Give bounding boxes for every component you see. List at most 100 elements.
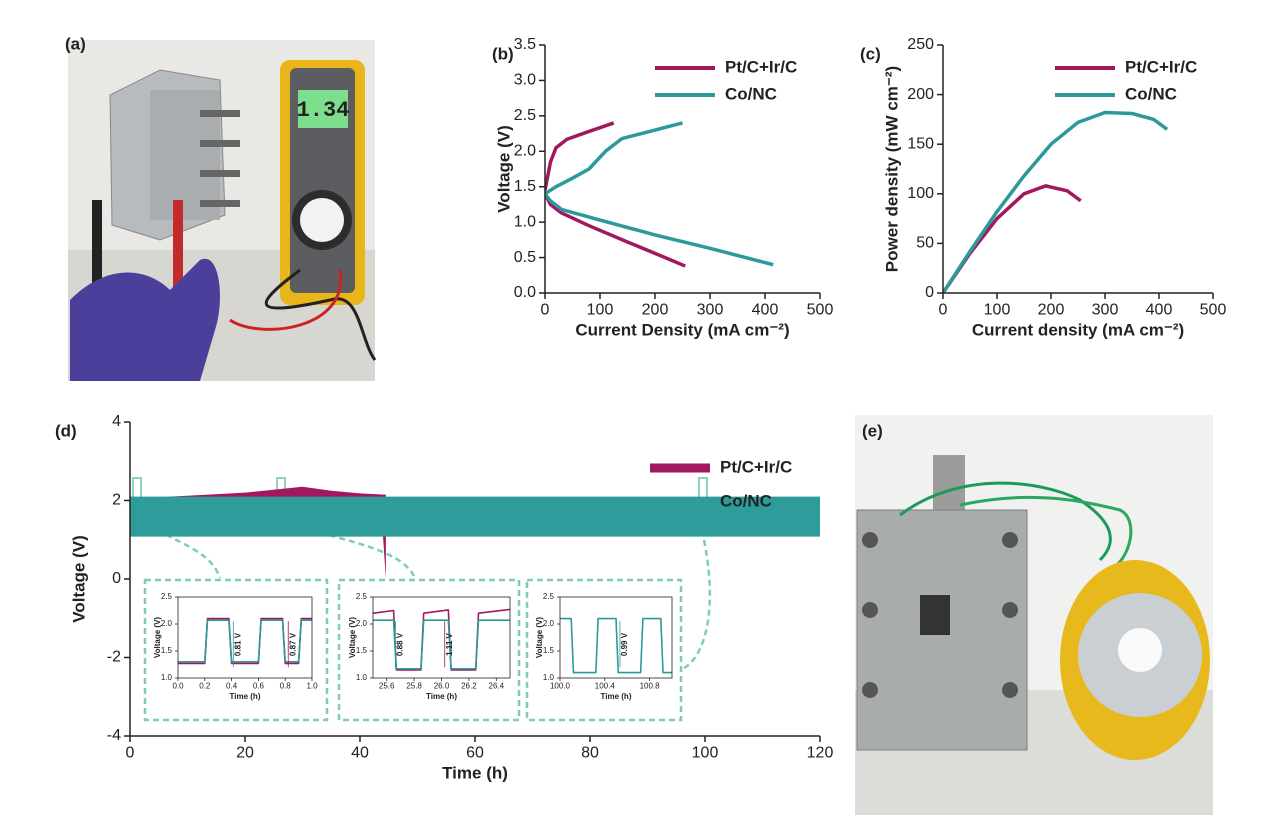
y-tick-label: 1.5 (514, 178, 536, 195)
x-tick-label: 0 (939, 301, 948, 318)
x-tick-label: 120 (807, 744, 834, 761)
x-tick-label: 0.0 (172, 682, 184, 691)
x-tick-label: 25.8 (406, 682, 422, 691)
y-tick-label: 1.5 (356, 646, 368, 655)
x-tick-label: 25.6 (379, 682, 395, 691)
photo-a: 1.34 (68, 40, 377, 381)
y-tick-label: -2 (107, 649, 121, 666)
x-tick-label: 300 (697, 301, 724, 318)
x-tick-label: 40 (351, 744, 369, 761)
series-line (545, 121, 686, 268)
legend-label: Co/NC (720, 491, 772, 510)
chart: 0 100 200 300 400 500 0.0 0.5 1.0 1.5 2.0 2.5 3.0 3.5… (494, 36, 833, 339)
y-tick-label: 3.5 (514, 36, 536, 53)
panel-label: (b) (492, 44, 514, 63)
annotation: 0.87 V (288, 632, 297, 656)
panel-label: (e) (862, 421, 883, 440)
y-axis-label: Voltage (V) (348, 617, 357, 659)
x-tick-label: 60 (466, 744, 484, 761)
series-line (560, 617, 672, 674)
chart: 100.0 100.4 100.8 1.0 1.5 2.0 2.5 Time (h) Volta… (535, 592, 673, 701)
x-tick-label: 400 (1146, 301, 1173, 318)
y-axis-label: Power density (mW cm⁻²) (882, 66, 901, 272)
chart: 0.0 0.2 0.4 0.6 0.8 1.0 1.0 1.5 2.0 2.5 Time (h) Vo… (153, 592, 318, 701)
y-tick-label: 1.0 (356, 673, 368, 682)
x-tick-label: 0.8 (280, 682, 292, 691)
y-tick-label: 3.0 (514, 72, 536, 89)
x-axis-label: Current Density (mA cm⁻²) (575, 320, 789, 339)
annotation: 0.99 V (620, 632, 629, 656)
x-tick-label: 26.0 (434, 682, 450, 691)
plot-area (943, 110, 1169, 293)
axes-box (559, 596, 673, 679)
x-axis-label: Time (h) (426, 692, 457, 701)
y-tick-label: 2.0 (356, 619, 368, 628)
legend-label: Co/NC (725, 84, 777, 103)
x-tick-label: 100 (984, 301, 1011, 318)
series-line (943, 184, 1082, 293)
x-tick-label: 20 (236, 744, 254, 761)
y-tick-label: 2.5 (543, 592, 555, 601)
series-line (178, 619, 312, 663)
y-axis-label: Voltage (V) (69, 535, 88, 623)
x-tick-label: 80 (581, 744, 599, 761)
y-tick-label: 2.0 (161, 619, 173, 628)
panel-label: (d) (55, 421, 77, 440)
plot-area (545, 121, 774, 268)
y-tick-label: 200 (907, 86, 934, 103)
plot-area (178, 617, 312, 665)
axes (544, 45, 820, 294)
y-tick-label: 0 (925, 284, 934, 301)
x-tick-label: 0 (126, 744, 135, 761)
x-tick-label: 0.2 (199, 682, 211, 691)
panel-label: (c) (860, 44, 881, 63)
plot-area (373, 608, 510, 671)
y-tick-label: 0 (112, 570, 121, 587)
y-tick-label: 2 (112, 492, 121, 509)
series-line (373, 608, 510, 671)
chart: 0 100 200 300 400 500 0 50 100 150 200 250 Current d… (882, 36, 1226, 339)
y-tick-label: 1.5 (161, 646, 173, 655)
x-tick-label: 0.4 (226, 682, 238, 691)
annotation: 0.88 V (396, 632, 405, 656)
y-tick-label: 2.0 (543, 619, 555, 628)
x-tick-label: 200 (642, 301, 669, 318)
x-tick-label: 300 (1092, 301, 1119, 318)
x-tick-label: 100.4 (595, 682, 616, 691)
plot-area (130, 486, 820, 579)
chart: 0 20 40 60 80 100 120 -4 -2 0 2 4 Time (h) Voltage (V… (69, 413, 833, 782)
y-tick-label: 1.5 (543, 646, 555, 655)
series-line (373, 619, 510, 670)
display-reading: 1.34 (297, 98, 350, 123)
y-axis-label: Voltage (V) (535, 617, 544, 659)
y-tick-label: 2.5 (161, 592, 173, 601)
y-tick-label: 0.0 (514, 284, 536, 301)
y-tick-label: 2.5 (356, 592, 368, 601)
x-tick-label: 100 (587, 301, 614, 318)
x-tick-label: 500 (807, 301, 834, 318)
y-tick-label: 1.0 (543, 673, 555, 682)
y-tick-label: 250 (907, 36, 934, 53)
legend-label: Co/NC (1125, 84, 1177, 103)
y-tick-label: 4 (112, 413, 121, 430)
x-tick-label: 400 (752, 301, 779, 318)
y-tick-label: -4 (107, 727, 121, 744)
plot-area (560, 617, 672, 674)
x-axis-label: Time (h) (442, 763, 508, 782)
x-tick-label: 500 (1200, 301, 1227, 318)
y-tick-label: 50 (916, 235, 934, 252)
annotation: 0.81 V (233, 632, 242, 656)
x-tick-label: 0.6 (253, 682, 265, 691)
x-tick-label: 26.2 (461, 682, 477, 691)
panel-label: (a) (65, 34, 86, 53)
y-tick-label: 2.5 (514, 107, 536, 124)
x-tick-label: 100 (692, 744, 719, 761)
x-tick-label: 0 (541, 301, 550, 318)
x-axis-label: Time (h) (230, 692, 261, 701)
legend-label: Pt/C+Ir/C (720, 457, 792, 476)
axes-box (372, 596, 511, 679)
series-line (545, 121, 774, 267)
axes (129, 422, 820, 737)
x-tick-label: 200 (1038, 301, 1065, 318)
chart: 25.6 25.8 26.0 26.2 26.4 1.0 1.5 2.0 2.5 Time (h)… (348, 592, 511, 701)
